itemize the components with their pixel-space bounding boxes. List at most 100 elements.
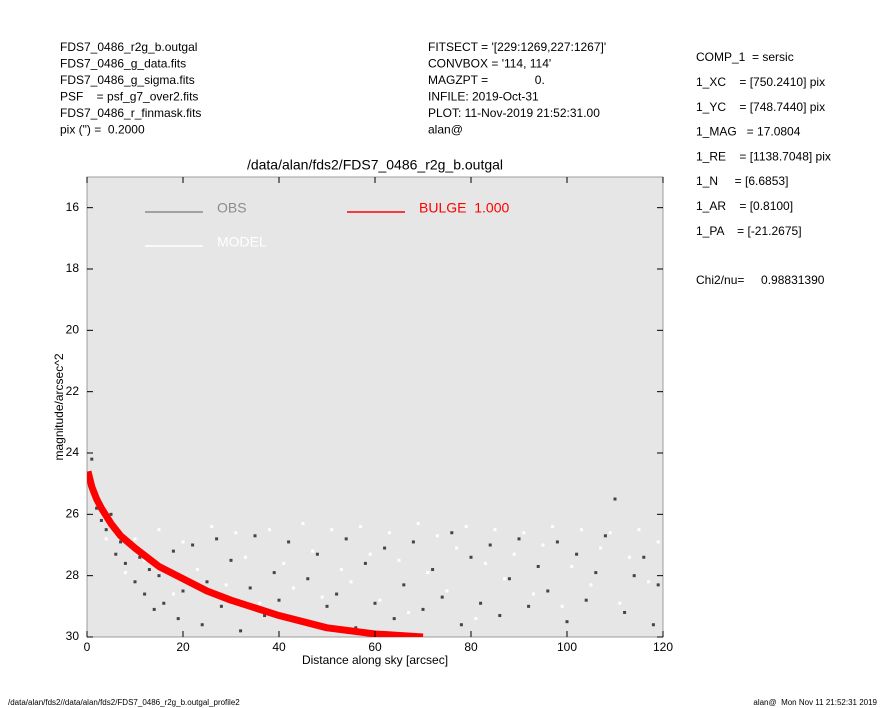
point bbox=[123, 561, 127, 565]
point bbox=[133, 580, 137, 584]
point bbox=[320, 595, 324, 599]
point bbox=[392, 617, 396, 621]
point bbox=[383, 546, 387, 550]
point bbox=[642, 555, 646, 559]
point bbox=[507, 577, 511, 581]
point bbox=[536, 564, 540, 568]
y-tick-label: 22 bbox=[66, 384, 80, 398]
point bbox=[224, 583, 228, 587]
point bbox=[656, 540, 660, 544]
point bbox=[656, 583, 660, 587]
header-left-line: pix (") = 0.2000 bbox=[60, 123, 145, 137]
point bbox=[195, 568, 199, 572]
point bbox=[488, 543, 492, 547]
point bbox=[104, 528, 108, 532]
param-line: 1_AR = [0.8100] bbox=[696, 199, 793, 213]
point bbox=[512, 552, 516, 556]
y-tick-label: 30 bbox=[66, 629, 80, 643]
y-tick-label: 24 bbox=[66, 445, 80, 459]
legend-label: OBS bbox=[217, 200, 247, 216]
header-center-line: alan@ bbox=[428, 123, 463, 137]
point bbox=[493, 528, 497, 532]
chi2: Chi2/nu= 0.98831390 bbox=[696, 273, 825, 287]
point bbox=[479, 601, 483, 605]
point bbox=[243, 555, 247, 559]
param-line: 1_N = [6.6853] bbox=[696, 174, 788, 188]
plot-area bbox=[86, 176, 664, 638]
point bbox=[637, 528, 641, 532]
chart-title: /data/alan/fds2/FDS7_0486_r2g_b.outgal bbox=[247, 157, 503, 173]
point bbox=[517, 537, 521, 541]
point bbox=[623, 610, 627, 614]
point bbox=[421, 607, 425, 611]
point bbox=[608, 531, 612, 535]
x-tick-label: 60 bbox=[368, 640, 382, 654]
point bbox=[426, 571, 430, 575]
y-axis-label: magnitude/arcsec^2 bbox=[52, 353, 66, 460]
point bbox=[263, 614, 267, 618]
point bbox=[282, 561, 286, 565]
header-center-line: FITSECT = '[229:1269,227:1267]' bbox=[428, 40, 606, 54]
point bbox=[589, 583, 593, 587]
point bbox=[570, 564, 574, 568]
point bbox=[229, 558, 233, 562]
point bbox=[291, 586, 295, 590]
point bbox=[215, 537, 219, 541]
legend-label: MODEL bbox=[217, 234, 267, 250]
point bbox=[176, 617, 180, 621]
param-line: 1_YC = [748.7440] pix bbox=[696, 100, 825, 114]
point bbox=[248, 586, 252, 590]
point bbox=[579, 528, 583, 532]
point bbox=[143, 558, 147, 562]
point bbox=[368, 552, 372, 556]
x-tick-label: 20 bbox=[176, 640, 190, 654]
point bbox=[416, 522, 420, 526]
point bbox=[527, 604, 531, 608]
point bbox=[191, 543, 195, 547]
point bbox=[200, 623, 204, 627]
point bbox=[450, 531, 454, 535]
point bbox=[171, 592, 175, 596]
point bbox=[181, 540, 185, 544]
point bbox=[431, 568, 435, 572]
point bbox=[344, 537, 348, 541]
point bbox=[258, 601, 262, 605]
point bbox=[632, 574, 636, 578]
y-tick-label: 20 bbox=[66, 323, 80, 337]
point bbox=[325, 604, 329, 608]
point bbox=[219, 604, 223, 608]
point bbox=[119, 540, 123, 544]
point bbox=[603, 534, 607, 538]
point bbox=[402, 583, 406, 587]
point bbox=[104, 537, 108, 541]
point bbox=[435, 534, 439, 538]
point bbox=[253, 534, 257, 538]
point bbox=[584, 598, 588, 602]
point bbox=[411, 540, 415, 544]
point bbox=[397, 558, 401, 562]
header-left-line: FDS7_0486_g_sigma.fits bbox=[60, 73, 195, 87]
param-line: 1_RE = [1138.7048] pix bbox=[696, 149, 831, 163]
point bbox=[560, 604, 564, 608]
point bbox=[627, 555, 631, 559]
point bbox=[555, 540, 559, 544]
point bbox=[157, 574, 161, 578]
footer-left: /data/alan/fds2//data/alan/fds2/FDS7_048… bbox=[8, 698, 240, 707]
point bbox=[90, 457, 94, 461]
header-left-line: FDS7_0486_g_data.fits bbox=[60, 57, 186, 71]
point bbox=[474, 617, 478, 621]
point bbox=[272, 571, 276, 575]
point bbox=[181, 589, 185, 593]
point bbox=[503, 577, 507, 581]
point bbox=[147, 568, 151, 572]
point bbox=[647, 580, 651, 584]
param-line: 1_XC = [750.2410] pix bbox=[696, 75, 825, 89]
point bbox=[565, 620, 569, 624]
y-tick-label: 28 bbox=[66, 568, 80, 582]
point bbox=[311, 549, 315, 553]
point bbox=[171, 549, 175, 553]
header-center-line: CONVBOX = '114, 114' bbox=[428, 57, 551, 71]
point bbox=[157, 528, 161, 532]
point bbox=[378, 598, 382, 602]
